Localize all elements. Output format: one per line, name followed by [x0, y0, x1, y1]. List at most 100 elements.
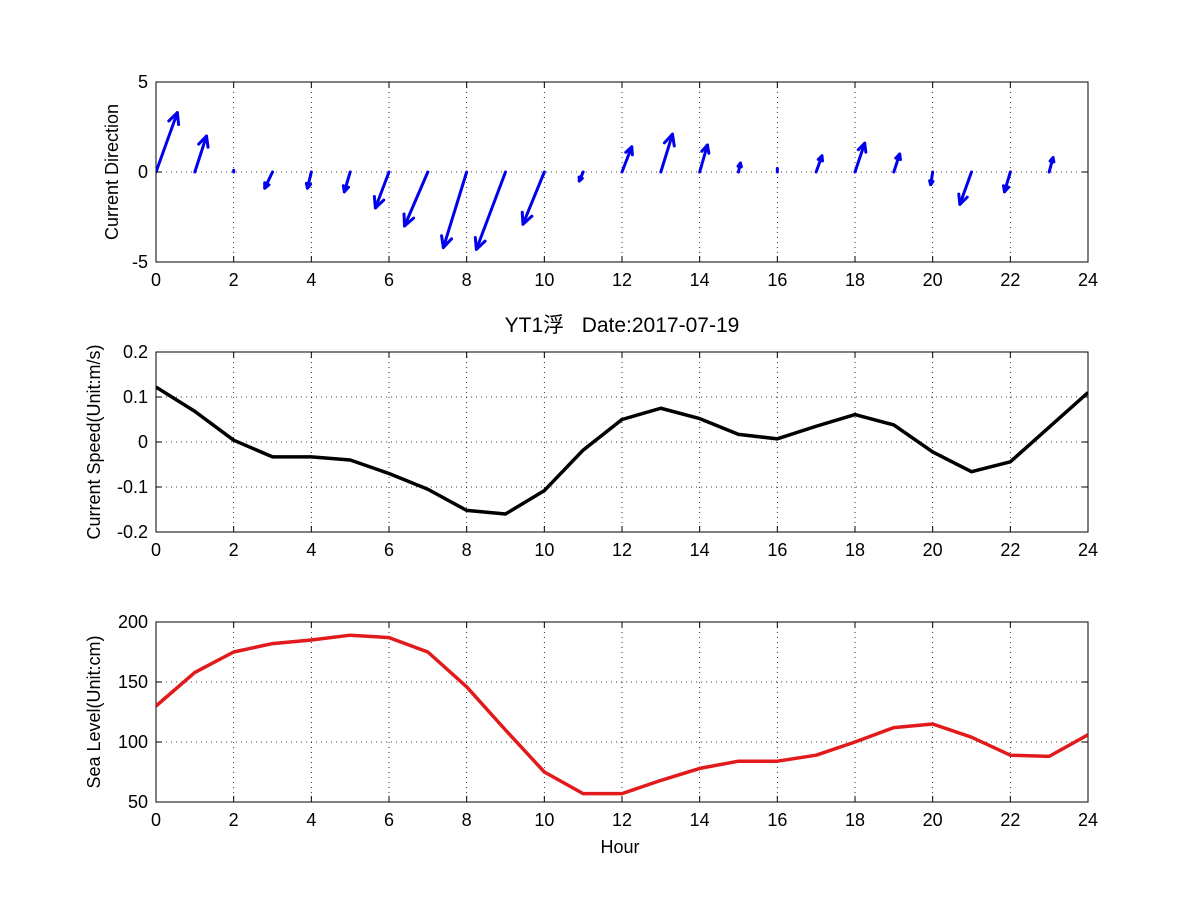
current-vector-arrow [1047, 156, 1056, 174]
direction-x-tick-label: 4 [306, 270, 316, 290]
direction-panel: 0 2 4 6 8 10 12 14 16 18 20 22 24-505 Current Direct… [102, 72, 1098, 290]
current-vector-shaft [403, 170, 430, 228]
current-vector-arrow [402, 170, 430, 228]
sealevel-xlabel: Hour [600, 837, 639, 857]
current-vector-head [520, 210, 534, 226]
current-vector-head [440, 234, 454, 250]
sealevel-x-tick-label: 12 [612, 810, 632, 830]
current-vector-arrow [304, 170, 313, 190]
figure-title: YT1浮 Date:2017-07-19 [505, 314, 740, 337]
direction-x-tick-label: 22 [1000, 270, 1020, 290]
speed-ticks: 0 2 4 6 8 10 12 14 16 18 20 22 24-0.2-0.100.10.2 [117, 342, 1098, 560]
current-vector-arrow [263, 170, 274, 190]
current-vector-head [372, 195, 386, 210]
speed-ylabel: Current Speed(Unit:m/s) [84, 344, 104, 539]
current-vector-arrow [372, 170, 391, 210]
speed-grid [156, 352, 1088, 532]
current-vector-head [894, 152, 902, 162]
direction-x-tick-label: 6 [384, 270, 394, 290]
sealevel-x-tick-label: 20 [923, 810, 943, 830]
current-vector-arrow [193, 134, 210, 174]
current-vector-shaft [373, 170, 391, 210]
current-vector-head [1048, 156, 1056, 164]
current-vector-head [624, 145, 634, 157]
current-vector-arrow [659, 132, 676, 174]
current-vector-arrow [957, 170, 973, 206]
current-vector-head [341, 184, 350, 194]
speed-x-tick-label: 10 [534, 540, 554, 560]
current-vector-head [736, 161, 743, 169]
direction-x-tick-label: 8 [462, 270, 472, 290]
current-vector-shaft [521, 170, 546, 226]
speed-panel: 0 2 4 6 8 10 12 14 16 18 20 22 24-0.2-0.100.10.2 Cur… [84, 342, 1098, 560]
speed-x-tick-label: 0 [151, 540, 161, 560]
current-vector-arrow [341, 170, 352, 194]
sealevel-x-tick-label: 4 [306, 810, 316, 830]
direction-y-tick-label: 0 [138, 162, 148, 182]
current-vector-shaft [620, 145, 634, 174]
current-vector-shaft [474, 170, 507, 251]
sealevel-x-tick-label: 6 [384, 810, 394, 830]
speed-x-tick-label: 4 [306, 540, 316, 560]
speed-x-tick-label: 24 [1078, 540, 1098, 560]
speed-x-tick-label: 18 [845, 540, 865, 560]
speed-x-tick-label: 20 [923, 540, 943, 560]
sealevel-x-tick-label: 18 [845, 810, 865, 830]
sealevel-x-tick-label: 10 [534, 810, 554, 830]
speed-x-tick-label: 14 [690, 540, 710, 560]
current-vector-head [577, 175, 584, 183]
speed-y-tick-label: -0.1 [117, 477, 148, 497]
speed-y-tick-label: 0.2 [123, 342, 148, 362]
current-vector-shaft [156, 111, 179, 174]
sealevel-ylabel: Sea Level(Unit:cm) [84, 635, 104, 788]
speed-y-tick-label: -0.2 [117, 522, 148, 542]
current-vector-head [662, 132, 676, 148]
sealevel-y-tick-label: 100 [118, 732, 148, 752]
sealevel-y-tick-label: 50 [128, 792, 148, 812]
current-vector-head [263, 181, 271, 190]
speed-x-tick-label: 12 [612, 540, 632, 560]
sealevel-x-tick-label: 2 [229, 810, 239, 830]
current-vector-shaft [193, 134, 208, 174]
speed-y-tick-label: 0.1 [123, 387, 148, 407]
current-vector-arrow [736, 161, 743, 174]
direction-y-tick-label: 5 [138, 72, 148, 92]
direction-ylabel: Current Direction [102, 104, 122, 240]
direction-x-tick-label: 2 [229, 270, 239, 290]
sealevel-y-tick-label: 150 [118, 672, 148, 692]
sealevel-marks [156, 633, 1088, 796]
current-vector-head [856, 141, 868, 154]
sealevel-x-tick-label: 22 [1000, 810, 1020, 830]
sealevel-x-tick-label: 24 [1078, 810, 1098, 830]
current-vector-arrow [440, 170, 469, 250]
sealevel-x-tick-label: 14 [690, 810, 710, 830]
sealevel-grid [156, 622, 1088, 802]
current-vector-head [816, 154, 825, 163]
speed-marks [156, 385, 1088, 516]
current-vector-arrow [698, 143, 711, 174]
direction-x-tick-label: 10 [534, 270, 554, 290]
current-vector-arrow [156, 111, 181, 174]
speed-x-tick-label: 16 [767, 540, 787, 560]
current-vector-head [928, 179, 935, 187]
current-vector-shaft [958, 170, 973, 206]
speed-x-tick-label: 2 [229, 540, 239, 560]
current-vector-arrow [853, 141, 868, 174]
current-vector-arrow [814, 154, 825, 174]
current-vector-arrow [1002, 170, 1012, 194]
direction-ticks: 0 2 4 6 8 10 12 14 16 18 20 22 24-505 [132, 72, 1098, 290]
current-vector-head [402, 212, 416, 228]
current-vector-head [304, 181, 313, 190]
speed-x-tick-label: 22 [1000, 540, 1020, 560]
current-vector-arrow [928, 170, 935, 187]
direction-x-tick-label: 18 [845, 270, 865, 290]
speed-y-tick-label: 0 [138, 432, 148, 452]
current-vector-head [473, 235, 487, 251]
speed-x-tick-label: 8 [462, 540, 472, 560]
current-vector-arrow [520, 170, 546, 226]
current-vector-arrow [473, 170, 507, 251]
direction-x-tick-label: 20 [923, 270, 943, 290]
